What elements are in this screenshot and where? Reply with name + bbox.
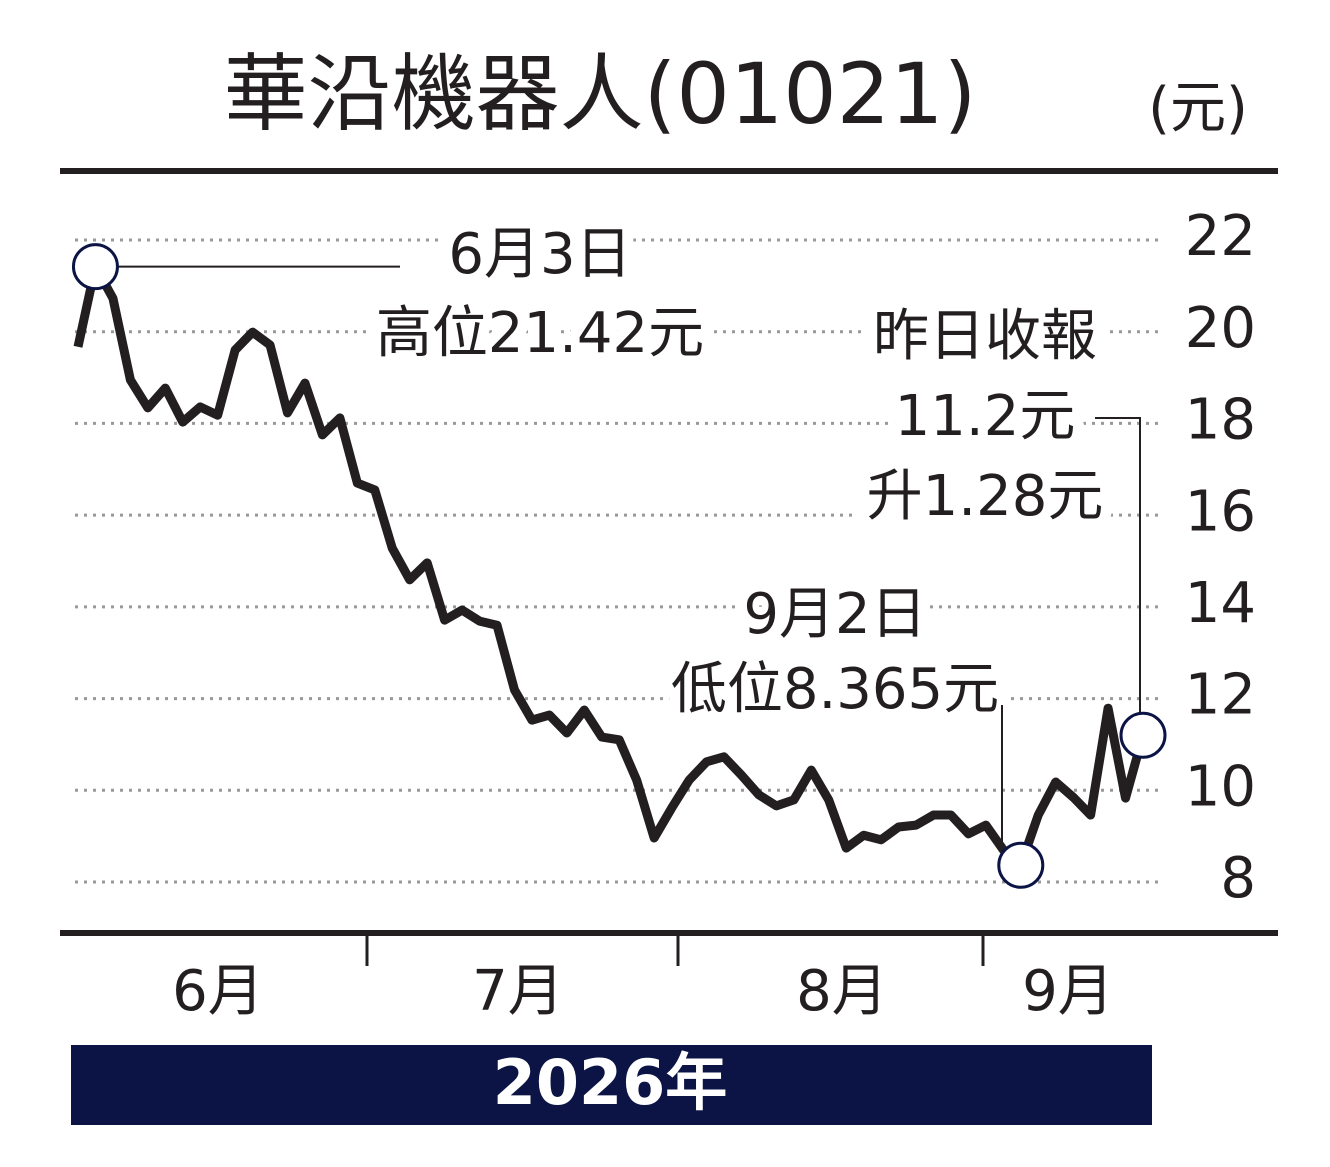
- y-tick-label: 12: [1185, 663, 1256, 728]
- highlight-point: [997, 841, 1045, 889]
- y-tick-label: 20: [1185, 296, 1256, 361]
- highlight-point: [1119, 711, 1167, 759]
- annotation-text: 9月2日: [743, 582, 926, 647]
- x-tick-label: 6月: [172, 959, 264, 1024]
- annotation-text: 低位8.365元: [671, 657, 999, 722]
- year-label: 2026年: [493, 1046, 728, 1119]
- x-tick-label: 7月: [472, 959, 564, 1024]
- annotation-text: 6月3日: [448, 222, 631, 287]
- x-tick-label: 8月: [796, 959, 888, 1024]
- annotation-text: 11.2元: [895, 384, 1076, 449]
- y-tick-label: 16: [1185, 479, 1256, 544]
- y-tick-label: 18: [1185, 388, 1256, 453]
- leader-line: [1095, 417, 1141, 714]
- x-axis-line: [60, 930, 1278, 936]
- x-tick-label: 9月: [1022, 959, 1114, 1024]
- y-tick-label: 10: [1185, 754, 1256, 819]
- year-band: [71, 1045, 1152, 1125]
- annotation-text: 升1.28元: [867, 464, 1104, 529]
- chart-title: 華沿機器人(01021): [224, 45, 977, 143]
- highlight-point: [71, 243, 119, 291]
- top-rule: [60, 168, 1278, 174]
- annotation-text: 昨日收報: [873, 304, 1097, 369]
- y-tick-label: 8: [1220, 846, 1256, 911]
- y-tick-label: 14: [1185, 571, 1256, 636]
- unit-label: (元): [1148, 76, 1248, 141]
- annotation-text: 高位21.42元: [376, 301, 704, 366]
- y-tick-label: 22: [1185, 204, 1256, 269]
- price-line: [73, 262, 1148, 870]
